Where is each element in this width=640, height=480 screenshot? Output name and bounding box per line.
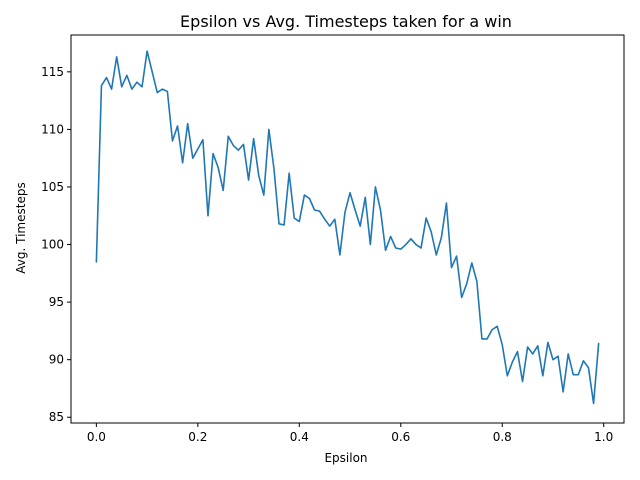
x-tick-label: 0.4: [290, 430, 309, 444]
x-tick-label: 0.0: [87, 430, 106, 444]
x-tick-label: 0.8: [493, 430, 512, 444]
y-tick-label: 85: [49, 410, 64, 424]
x-axis-label: Epsilon: [324, 451, 367, 465]
y-tick-label: 105: [41, 180, 64, 194]
y-tick-label: 95: [49, 295, 64, 309]
chart-title: Epsilon vs Avg. Timesteps taken for a wi…: [180, 12, 512, 31]
y-axis: 85 90 95 100 105 110 115: [41, 65, 71, 424]
y-axis-label: Avg. Timesteps: [14, 182, 28, 273]
y-tick-label: 115: [41, 65, 64, 79]
y-tick-label: 110: [41, 122, 64, 136]
series-line: [95, 50, 600, 405]
y-tick-label: 100: [41, 238, 64, 252]
x-tick-label: 1.0: [594, 430, 613, 444]
x-tick-label: 0.6: [391, 430, 410, 444]
x-axis: 0.0 0.2 0.4 0.6 0.8 1.0: [87, 423, 613, 444]
x-tick-label: 0.2: [188, 430, 207, 444]
plot-frame: [70, 34, 625, 424]
y-tick-label: 90: [49, 353, 64, 367]
plot-area: [70, 34, 625, 424]
